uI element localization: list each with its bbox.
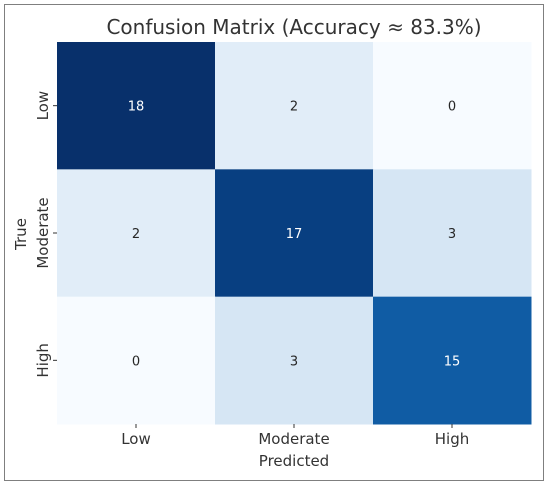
cell-value-label: 15: [444, 354, 461, 369]
chart-title: Confusion Matrix (Accuracy ≈ 83.3%): [106, 15, 481, 39]
heatmap-cell-moderate-high: [373, 169, 532, 298]
heatmap-cell-labels: 18 2 0 2 17 3 0 3 15: [128, 100, 461, 370]
y-tick-label: High: [34, 343, 52, 377]
y-tick-label: Low: [34, 91, 52, 121]
cell-value-label: 0: [132, 354, 140, 369]
x-tick-label: High: [435, 430, 469, 448]
heatmap-cell-low-high: [373, 42, 532, 170]
y-axis-ticks: Low Moderate High: [34, 91, 57, 378]
cell-value-label: 0: [448, 100, 456, 115]
cell-value-label: 2: [290, 100, 298, 115]
heatmap-cells: [57, 42, 532, 425]
x-tick-label: Moderate: [258, 430, 329, 448]
x-axis-ticks: Low Moderate High: [121, 424, 469, 448]
heatmap-cell-low-moderate: [215, 42, 374, 170]
x-axis-label: Predicted: [259, 452, 329, 470]
heatmap-cell-high-high: [373, 296, 532, 425]
x-tick-label: Low: [121, 430, 151, 448]
cell-value-label: 2: [132, 227, 140, 242]
heatmap-cell-low-low: [57, 42, 216, 170]
heatmap-cell-high-low: [57, 296, 216, 425]
y-tick-label: Moderate: [34, 197, 52, 268]
cell-value-label: 3: [290, 354, 298, 369]
heatmap-cell-high-moderate: [215, 296, 374, 425]
cell-value-label: 3: [448, 227, 456, 242]
heatmap-cell-moderate-moderate: [215, 169, 374, 298]
heatmap-cell-moderate-low: [57, 169, 216, 298]
cell-value-label: 17: [286, 227, 303, 242]
cell-value-label: 18: [128, 100, 145, 115]
y-axis-label: True: [12, 218, 30, 251]
